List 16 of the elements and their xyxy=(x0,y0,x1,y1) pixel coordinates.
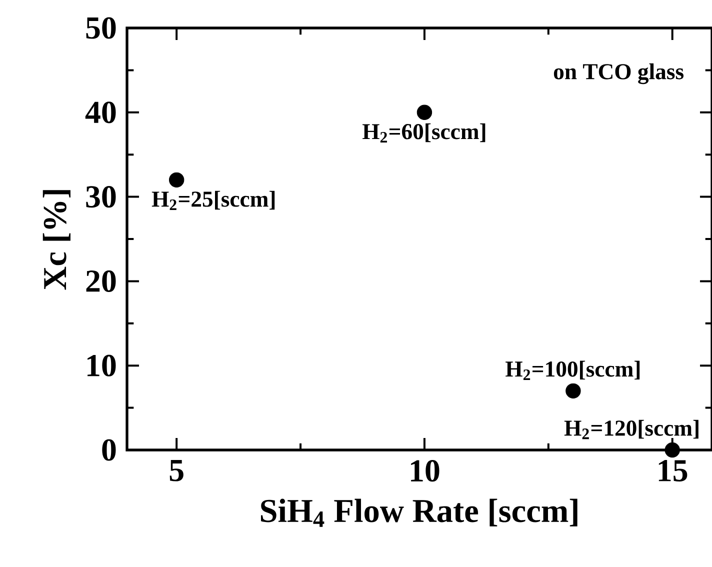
x-tick-label: 5 xyxy=(170,460,184,482)
x-tick-label: 10 xyxy=(411,460,440,482)
y-axis-title: Xc [%] xyxy=(42,190,70,290)
y-tick-label: 50 xyxy=(86,17,116,39)
y-tick-label: 20 xyxy=(86,270,116,292)
y-tick-label: 40 xyxy=(85,102,116,124)
annotation: on TCO glass xyxy=(554,63,684,84)
x-tick-label: 15 xyxy=(658,460,688,482)
x-axis-title: SiH$_{4}$ Flow Rate [sccm] xyxy=(260,498,578,527)
y-tick-label: 30 xyxy=(86,186,116,208)
annotation: H$_{2}$=100[sccm] xyxy=(506,360,640,380)
y-tick-label: 0 xyxy=(102,439,116,461)
annotation: H$_{2}$=25[sccm] xyxy=(152,190,275,210)
y-tick-label: 10 xyxy=(88,354,116,376)
annotation: H$_{2}$=120[sccm] xyxy=(564,420,698,440)
annotation: H$_{2}$=60[sccm] xyxy=(362,123,486,143)
